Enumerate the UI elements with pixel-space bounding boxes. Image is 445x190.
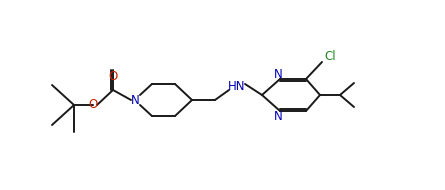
Text: O: O: [109, 70, 117, 82]
Text: N: N: [274, 109, 283, 123]
Text: Cl: Cl: [324, 51, 336, 63]
Text: HN: HN: [228, 79, 246, 93]
Text: N: N: [274, 67, 283, 81]
Text: O: O: [89, 98, 97, 112]
Text: N: N: [131, 93, 139, 107]
